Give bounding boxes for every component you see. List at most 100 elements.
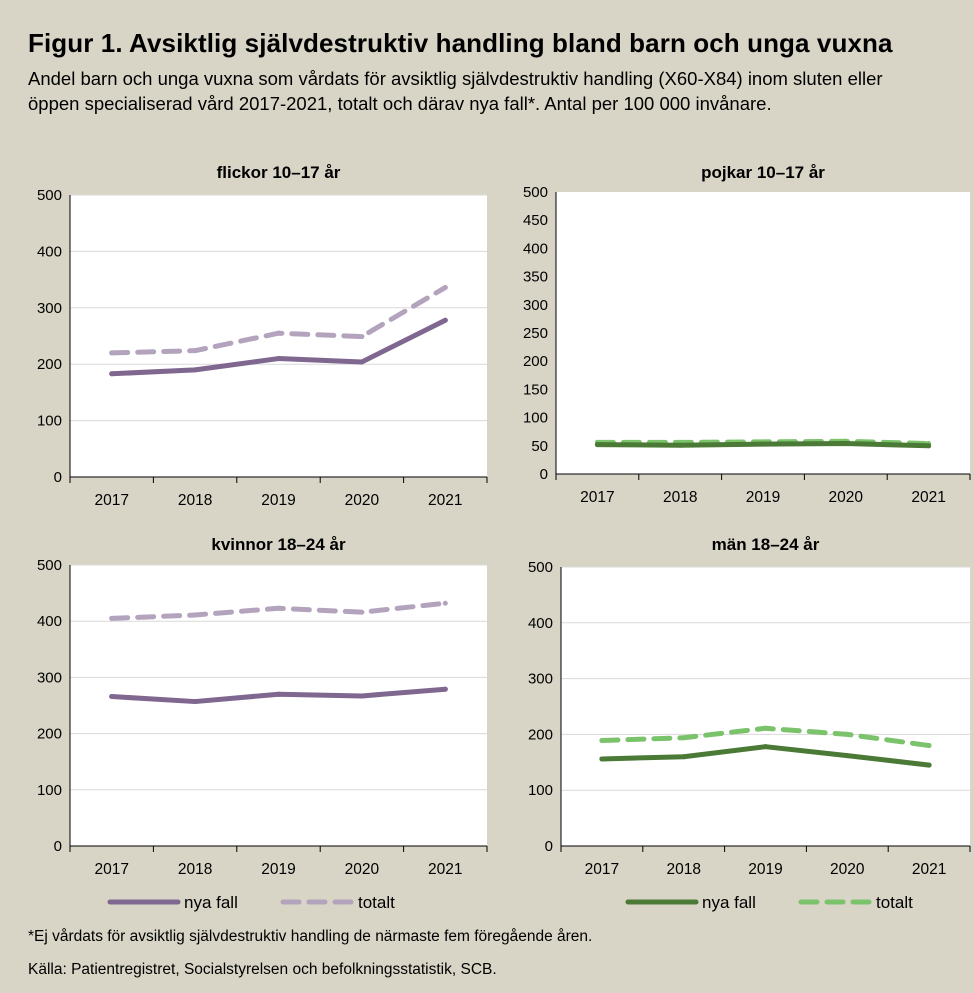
y-tick-label: 0 bbox=[54, 469, 62, 486]
x-tick-label: 2021 bbox=[912, 861, 946, 878]
legend-male: nya fall totalt bbox=[625, 893, 913, 912]
chart-girls: 0 100 200 300 400 500 2017 2018 2019 2020 2021 flic… bbox=[37, 163, 488, 509]
data-point bbox=[442, 317, 448, 323]
data-point bbox=[677, 442, 683, 448]
y-tick-label: 350 bbox=[523, 269, 548, 286]
legend-label-nya-fall: nya fall bbox=[184, 893, 238, 912]
data-point bbox=[192, 612, 198, 618]
data-point bbox=[926, 743, 932, 749]
data-point bbox=[681, 754, 687, 760]
x-tick-label: 2019 bbox=[261, 492, 295, 509]
x-tick-label: 2017 bbox=[94, 492, 128, 509]
chart-title: män 18–24 år bbox=[712, 535, 820, 554]
x-tick-label: 2019 bbox=[748, 861, 782, 878]
y-tick-label: 300 bbox=[528, 671, 553, 688]
y-tick-label: 450 bbox=[523, 212, 548, 229]
x-tick-label: 2017 bbox=[580, 489, 614, 506]
y-tick-label: 300 bbox=[37, 300, 62, 317]
y-tick-label: 300 bbox=[523, 297, 548, 314]
figure-title: Figur 1. Avsiktlig självdestruktiv handl… bbox=[28, 28, 893, 58]
plot-area bbox=[70, 195, 487, 477]
data-point bbox=[843, 441, 849, 447]
plot-area bbox=[561, 567, 970, 846]
legend-female: nya fall totalt bbox=[107, 893, 395, 912]
data-point bbox=[359, 359, 365, 365]
y-tick-label: 500 bbox=[37, 557, 62, 574]
data-point bbox=[109, 615, 115, 621]
data-point bbox=[926, 762, 932, 768]
data-point bbox=[763, 744, 768, 750]
chart-title: kvinnor 18–24 år bbox=[211, 535, 346, 554]
figure-subtitle: Andel barn och unga vuxna som vårdats fö… bbox=[28, 68, 883, 114]
y-tick-label: 400 bbox=[528, 615, 553, 632]
x-tick-label: 2018 bbox=[666, 861, 700, 878]
x-tick-label: 2021 bbox=[911, 489, 945, 506]
chart-women: 0 100 200 300 400 500 2017 2018 2019 2020 2021 kvin… bbox=[37, 535, 488, 878]
y-tick-label: 0 bbox=[545, 838, 553, 855]
x-tick-label: 2018 bbox=[663, 489, 697, 506]
legend-label-totalt: totalt bbox=[876, 893, 913, 912]
y-tick-label: 300 bbox=[37, 669, 62, 686]
x-tick-label: 2018 bbox=[178, 492, 212, 509]
data-point bbox=[109, 694, 115, 700]
y-tick-label: 500 bbox=[528, 559, 553, 576]
y-tick-label: 50 bbox=[531, 438, 548, 455]
y-tick-label: 100 bbox=[37, 782, 62, 799]
chart-men: 0 100 200 300 400 500 2017 2018 2019 2020 2021 män … bbox=[528, 535, 971, 878]
x-tick-label: 2020 bbox=[829, 489, 864, 506]
data-point bbox=[594, 442, 600, 448]
x-tick-label: 2018 bbox=[178, 861, 212, 878]
x-tick-label: 2020 bbox=[830, 861, 865, 878]
y-tick-label: 100 bbox=[528, 782, 553, 799]
data-point bbox=[599, 738, 605, 744]
x-tick-label: 2021 bbox=[428, 861, 462, 878]
data-point bbox=[844, 731, 850, 737]
chart-boys: 0 50 100 150 200 250 300 350 400 450 500 2017 2018 20… bbox=[523, 163, 971, 506]
data-point bbox=[442, 686, 448, 692]
y-tick-label: 500 bbox=[523, 184, 548, 201]
y-tick-label: 250 bbox=[523, 325, 548, 342]
y-tick-label: 200 bbox=[528, 726, 553, 743]
plot-area bbox=[556, 192, 970, 474]
x-tick-label: 2019 bbox=[746, 489, 780, 506]
data-point bbox=[276, 691, 281, 697]
data-point bbox=[109, 350, 115, 356]
x-tick-label: 2019 bbox=[261, 861, 295, 878]
data-point bbox=[926, 443, 932, 449]
data-point bbox=[359, 609, 365, 615]
chart-title: pojkar 10–17 år bbox=[701, 163, 825, 182]
data-point bbox=[192, 699, 198, 705]
y-tick-label: 400 bbox=[37, 613, 62, 630]
legend-label-totalt: totalt bbox=[358, 893, 395, 912]
data-point bbox=[844, 753, 850, 759]
data-point bbox=[109, 371, 115, 377]
y-tick-label: 200 bbox=[37, 356, 62, 373]
x-tick-label: 2020 bbox=[345, 861, 380, 878]
plot-area bbox=[70, 565, 487, 846]
data-point bbox=[359, 334, 365, 340]
x-tick-label: 2021 bbox=[428, 492, 462, 509]
data-point bbox=[192, 367, 198, 373]
data-point bbox=[599, 756, 605, 762]
data-point bbox=[763, 725, 768, 731]
y-tick-label: 200 bbox=[37, 726, 62, 743]
data-point bbox=[276, 330, 281, 336]
x-tick-label: 2017 bbox=[585, 861, 619, 878]
source-note: Källa: Patientregistret, Socialstyrelsen… bbox=[28, 961, 497, 978]
chart-title: flickor 10–17 år bbox=[217, 163, 341, 182]
legend-label-nya-fall: nya fall bbox=[702, 893, 756, 912]
footnote: *Ej vårdats för avsiktlig självdestrukti… bbox=[28, 928, 593, 945]
x-tick-label: 2017 bbox=[94, 861, 128, 878]
y-tick-label: 100 bbox=[523, 410, 548, 427]
data-point bbox=[192, 348, 198, 354]
y-tick-label: 400 bbox=[523, 240, 548, 257]
y-tick-label: 150 bbox=[523, 381, 548, 398]
data-point bbox=[442, 284, 448, 290]
data-point bbox=[359, 693, 365, 699]
y-tick-label: 100 bbox=[37, 413, 62, 430]
y-tick-label: 500 bbox=[37, 187, 62, 204]
data-point bbox=[681, 735, 687, 741]
data-point bbox=[276, 356, 281, 362]
y-tick-label: 400 bbox=[37, 243, 62, 260]
